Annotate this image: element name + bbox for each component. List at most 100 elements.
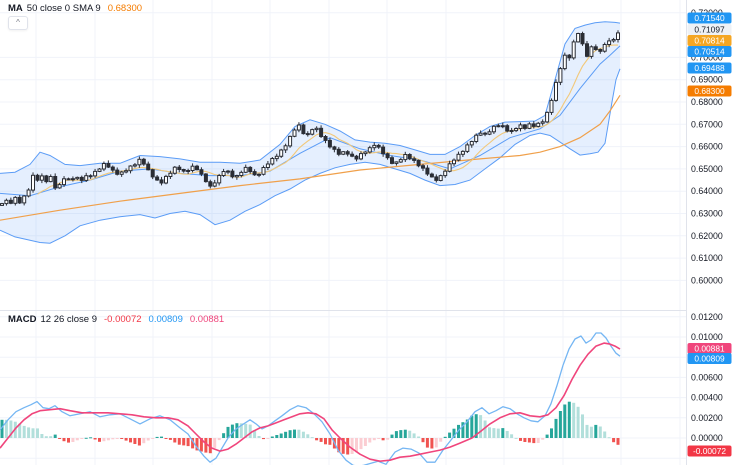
price-axis[interactable]: 0.720000.700000.690000.680000.670000.660… <box>691 8 723 443</box>
candle <box>119 171 124 175</box>
histogram-bar <box>563 404 567 438</box>
candle <box>554 81 558 101</box>
histogram-bar <box>310 437 314 439</box>
axis-badge-histogram-value: -0.00072 <box>687 445 732 457</box>
histogram-bar <box>536 438 540 443</box>
histogram-bar <box>195 438 199 451</box>
histogram-bar <box>4 419 8 438</box>
histogram-bar <box>199 438 203 452</box>
histogram-bar <box>496 428 500 438</box>
candle <box>31 174 35 191</box>
macd-signal-line <box>0 342 621 462</box>
candle <box>22 195 27 204</box>
histogram-bar <box>239 423 243 438</box>
candle <box>367 147 372 153</box>
histogram-bar <box>129 438 132 443</box>
candle <box>57 184 62 189</box>
candle <box>150 169 155 178</box>
histogram-bar <box>368 438 372 443</box>
candle <box>425 167 430 175</box>
candle <box>172 166 177 174</box>
candle <box>230 170 235 178</box>
candle <box>97 168 102 172</box>
histogram-bar <box>230 424 234 438</box>
histogram-bar <box>408 430 412 438</box>
candle <box>44 175 49 183</box>
candle <box>421 165 425 169</box>
histogram-bar <box>0 419 4 438</box>
candle <box>283 145 288 151</box>
axis-badge-bollinger-lower-price: 0.69488 <box>687 62 732 74</box>
macd-histogram <box>0 401 620 455</box>
candle <box>549 99 554 113</box>
histogram-bar <box>558 411 562 438</box>
histogram-bar <box>545 434 549 438</box>
candle <box>412 158 417 161</box>
histogram-bar <box>390 434 394 438</box>
candle <box>137 158 142 166</box>
candle <box>217 175 222 184</box>
candle <box>509 130 514 132</box>
candle <box>106 163 111 168</box>
histogram-bar <box>341 438 345 454</box>
candle <box>75 176 80 180</box>
candle <box>456 153 461 161</box>
histogram-bar <box>523 438 527 442</box>
histogram-bar <box>155 436 159 438</box>
candle <box>132 164 137 167</box>
candle <box>447 163 452 172</box>
histogram-bar <box>89 437 93 439</box>
histogram-bar <box>164 438 168 439</box>
histogram-bar <box>98 438 101 442</box>
histogram-bar <box>93 438 97 440</box>
candle <box>208 181 213 187</box>
histogram-bar <box>607 437 611 439</box>
histogram-bar <box>434 438 438 448</box>
candle <box>164 175 168 184</box>
svg-text:-0.00072: -0.00072 <box>693 446 726 456</box>
candle <box>598 49 603 52</box>
candle <box>62 178 66 186</box>
candle <box>545 111 550 123</box>
candle <box>616 32 620 41</box>
histogram-bar <box>350 438 354 454</box>
candle <box>212 182 217 187</box>
ma-indicator-legend[interactable]: MA 50 close 0 SMA 9 0.68300 <box>8 3 142 14</box>
histogram-bar <box>594 424 598 438</box>
candle <box>350 153 355 157</box>
histogram-bar <box>102 438 106 442</box>
histogram-bar <box>421 438 425 443</box>
candle <box>589 46 594 57</box>
macd-tick-label: 0.00000 <box>691 433 723 443</box>
candlestick-series <box>0 30 620 206</box>
candle <box>305 133 310 136</box>
histogram-bar <box>474 414 478 438</box>
candle <box>593 46 598 50</box>
histogram-bar <box>284 431 288 438</box>
candle <box>279 149 284 157</box>
candle <box>429 173 434 178</box>
collapse-pane-button[interactable]: ^ <box>8 16 28 30</box>
candle <box>562 54 567 70</box>
candle <box>571 41 576 59</box>
candle <box>186 170 191 172</box>
histogram-bar <box>465 419 469 438</box>
histogram-bar <box>173 438 177 443</box>
histogram-bar <box>235 423 239 438</box>
candle <box>17 196 22 204</box>
histogram-bar <box>36 428 39 438</box>
histogram-bar <box>75 438 79 441</box>
histogram-bar <box>217 438 221 441</box>
histogram-bar <box>208 438 212 454</box>
svg-text:0.70814: 0.70814 <box>694 36 725 46</box>
macd-indicator-legend[interactable]: MACD 12 26 close 9 -0.00072 0.00809 0.00881 <box>8 314 224 325</box>
candle <box>478 132 483 136</box>
histogram-bar <box>115 438 119 439</box>
svg-text:0.69488: 0.69488 <box>694 63 725 73</box>
price-tick-label: 0.60000 <box>691 275 723 285</box>
price-tick-label: 0.61000 <box>691 253 723 263</box>
histogram-bar <box>363 438 367 446</box>
candle <box>239 171 244 176</box>
candle <box>270 158 275 165</box>
